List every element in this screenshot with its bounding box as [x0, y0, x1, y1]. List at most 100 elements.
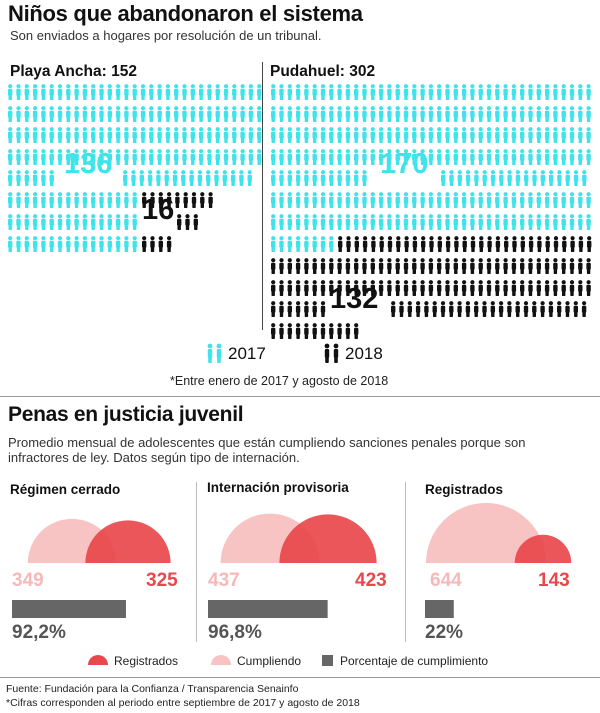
- pudahuel-icon-196: [354, 192, 359, 208]
- playa-icon-94: [16, 149, 21, 165]
- pudahuel-icon-419: [329, 323, 334, 339]
- playa-icon-200: [91, 236, 96, 252]
- pudahuel-icon-55: [403, 106, 409, 122]
- pudahuel-icon-175: [499, 170, 504, 186]
- pudahuel-icon-114: [569, 127, 575, 143]
- pudahuel-icon-355: [378, 280, 384, 296]
- playa-icon-138: [189, 170, 194, 186]
- playa-icon-194: [41, 236, 46, 252]
- playa-icon-27: [232, 84, 237, 100]
- pudahuel-icon-328: [478, 258, 483, 274]
- pudahuel-icon-153: [569, 149, 575, 165]
- playa-icon-109: [140, 149, 146, 165]
- playa-icon-183: [107, 214, 112, 230]
- playa-icon-167: [183, 192, 188, 208]
- playa-icon-135: [164, 170, 169, 186]
- playa-icon-110: [149, 149, 154, 165]
- playa-icon-81: [165, 127, 171, 143]
- playa-icon-16: [140, 84, 146, 100]
- pudahuel-icon-389: [399, 301, 404, 317]
- playa-icon-177: [57, 214, 63, 230]
- regimen-registrados-label: 325: [146, 570, 178, 591]
- pudahuel-icon-260: [561, 214, 566, 230]
- pudahuel-icon-266: [287, 236, 292, 252]
- pudahuel-icon-286: [454, 236, 459, 252]
- pudahuel-icon-150: [544, 149, 550, 165]
- playa-icon-13: [115, 84, 121, 100]
- pudahuel-icon-85: [329, 127, 334, 143]
- pudahuel-icon-112: [553, 127, 558, 143]
- pudahuel-icon-91: [378, 127, 384, 143]
- pudahuel-icon-405: [532, 301, 537, 317]
- playa-icon-119: [223, 149, 229, 165]
- pudahuel-icon-267: [295, 236, 301, 252]
- playa-icon-157: [99, 192, 104, 208]
- pudahuel-icon-66: [495, 106, 500, 122]
- pudahuel-icon-0: [271, 84, 276, 100]
- playa-icon-115: [190, 149, 195, 165]
- pudahuel-icon-264: [271, 236, 276, 252]
- pudahuel-icon-276: [371, 236, 376, 252]
- pudahuel-icon-147: [520, 149, 525, 165]
- pudahuel-icon-268: [304, 236, 309, 252]
- pudahuel-icon-31: [528, 84, 533, 100]
- playa-icon-131: [131, 170, 136, 186]
- playa-icon-129: [49, 170, 54, 186]
- legend-registrados-label: Registrados: [114, 654, 179, 668]
- playa-icon-98: [49, 149, 54, 165]
- pudahuel-icon-98: [437, 127, 442, 143]
- pictogram-note: *Entre enero de 2017 y agosto de 2018: [170, 374, 389, 388]
- pudahuel-icon-398: [474, 301, 479, 317]
- pudahuel-icon-315: [370, 258, 375, 274]
- pudahuel-icon-359: [412, 280, 417, 296]
- pudahuel-icon-124: [329, 149, 334, 165]
- pudahuel-icon-45: [320, 106, 326, 122]
- pudahuel-icon-225: [271, 214, 276, 230]
- pudahuel-icon-287: [462, 236, 467, 252]
- pudahuel-icon-54: [395, 106, 400, 122]
- internacion-pct-label: 96,8%: [208, 622, 262, 643]
- pudahuel-icon-221: [561, 192, 566, 208]
- pudahuel-icon-374: [536, 280, 541, 296]
- pudahuel-icon-177: [515, 170, 521, 186]
- page-subtitle: Son enviados a hogares por resolución de…: [10, 28, 322, 43]
- pudahuel-icon-299: [562, 236, 567, 252]
- playa-icon-107: [124, 149, 129, 165]
- pudahuel-icon-36: [569, 84, 575, 100]
- pudahuel-icon-305: [287, 258, 292, 274]
- playa-icon-120: [232, 149, 237, 165]
- playa-icon-17: [149, 84, 154, 100]
- pudahuel-icon-261: [569, 214, 575, 230]
- pudahuel-icon-372: [520, 280, 525, 296]
- pudahuel-icon-300: [570, 236, 575, 252]
- playa-icon-59: [240, 106, 245, 122]
- playa-icon-145: [247, 170, 252, 186]
- playa-icon-186: [132, 214, 137, 230]
- playa-icon-97: [41, 149, 46, 165]
- pudahuel-icon-381: [271, 301, 276, 317]
- playa-icon-75: [115, 127, 121, 143]
- pudahuel-icon-76: [578, 106, 583, 122]
- pudahuel-icon-238: [378, 214, 384, 230]
- pudahuel-icon-265: [279, 236, 284, 252]
- playa-icon-58: [232, 106, 237, 122]
- pudahuel-icon-280: [404, 236, 409, 252]
- pudahuel-icon-92: [387, 127, 392, 143]
- playa-icon-34: [32, 106, 38, 122]
- pudahuel-icon-11: [362, 84, 367, 100]
- pudahuel-icon-256: [528, 214, 533, 230]
- playa-icon-66: [41, 127, 46, 143]
- playa-icon-32: [16, 106, 21, 122]
- playa-icon-55: [207, 106, 212, 122]
- pudahuel-icon-241: [403, 214, 409, 230]
- pudahuel-icon-139: [453, 149, 458, 165]
- pudahuel-icon-67: [503, 106, 508, 122]
- pudahuel-icon-151: [553, 149, 558, 165]
- pudahuel-icon-406: [540, 301, 545, 317]
- pudahuel-icon-73: [553, 106, 558, 122]
- pudahuel-icon-188: [287, 192, 292, 208]
- playa-icon-199: [82, 236, 88, 252]
- pudahuel-icon-127: [354, 149, 359, 165]
- playa-icon-205: [132, 236, 137, 252]
- pudahuel-icon-1: [279, 84, 284, 100]
